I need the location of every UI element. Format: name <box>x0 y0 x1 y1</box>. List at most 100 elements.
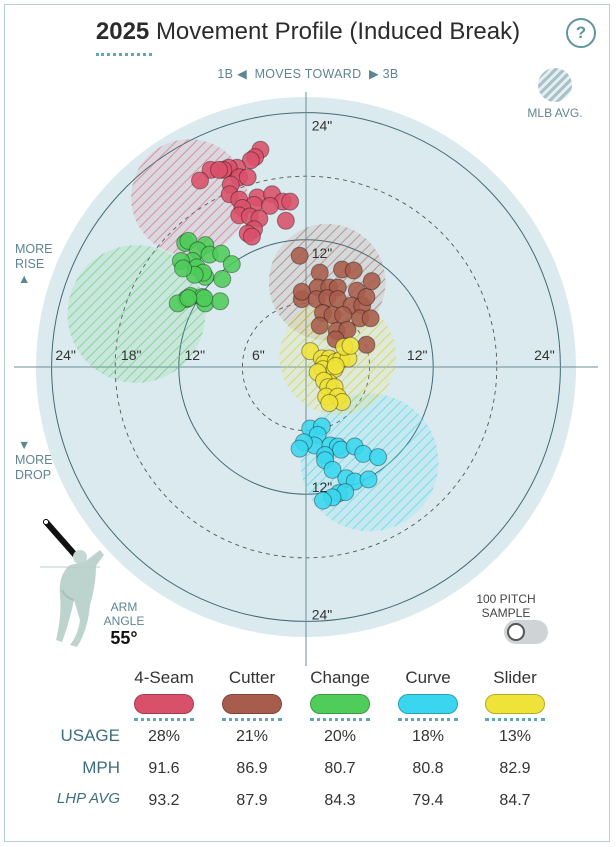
ring-label-top-24: 24" <box>312 118 333 134</box>
usage-cell-change: 20% <box>323 728 357 745</box>
pitch-point-slider[interactable] <box>326 356 345 375</box>
lhp-avg-cell-change: 84.3 <box>324 792 356 809</box>
pitch-point-curve[interactable] <box>369 448 388 467</box>
pitch-point-curve[interactable] <box>323 460 342 479</box>
pitch-point-change[interactable] <box>213 270 232 289</box>
pitch-point-4-seam[interactable] <box>276 211 295 230</box>
mlb-avg-legend: MLB AVG. <box>522 68 588 120</box>
more-rise-line2: RISE <box>15 257 45 271</box>
direction-label: 1B ◀ MOVES TOWARD ▶ 3B <box>0 66 616 81</box>
lhp-avg-row-label: LHP AVG <box>56 790 120 807</box>
pitch-point-change[interactable] <box>179 289 198 308</box>
mlb-avg-label: MLB AVG. <box>527 106 583 120</box>
usage-cell-curve: 18% <box>411 728 445 745</box>
mph-cell-4-seam: 91.6 <box>148 760 180 777</box>
down-arrow-icon: ▼ <box>18 438 31 452</box>
pitch-points <box>168 140 388 510</box>
pitch-point-curve[interactable] <box>359 470 378 489</box>
pitch-toggle-curve[interactable] <box>398 694 458 714</box>
title-year[interactable]: 2025 <box>95 18 150 45</box>
ring-label-bottom-24: 24" <box>312 606 333 622</box>
pitch-name-curve[interactable]: Curve <box>405 668 451 687</box>
series-cutter <box>290 246 381 354</box>
pitch-point-curve[interactable] <box>313 491 332 510</box>
ring-label-top-12: 12" <box>312 245 333 261</box>
pitch-point-change[interactable] <box>222 255 241 274</box>
usage-row-label: USAGE <box>60 726 120 745</box>
arm-angle-line1: ARM <box>110 600 138 614</box>
mph-cell-curve: 80.8 <box>412 760 444 777</box>
lhp-avg-cell-4-seam: 93.2 <box>148 792 180 809</box>
pitch-point-change[interactable] <box>195 289 214 308</box>
pitch-point-cutter[interactable] <box>334 306 353 325</box>
pitch-point-4-seam[interactable] <box>210 160 229 179</box>
pitch-point-cutter[interactable] <box>361 309 380 328</box>
title-text: Movement Profile (Induced Break) <box>155 18 521 45</box>
pitch-underline <box>134 718 194 721</box>
pitch-toggle-4-seam[interactable] <box>134 694 194 714</box>
pitch-underline <box>222 718 282 721</box>
pitch-point-curve[interactable] <box>354 444 373 463</box>
pitch-point-curve[interactable] <box>290 439 309 458</box>
usage-cell-4-seam: 28% <box>147 728 181 745</box>
ring-label-right-24: 24" <box>534 347 555 363</box>
arm-angle-value: 55° <box>110 628 138 648</box>
pitch-toggle-change[interactable] <box>310 694 370 714</box>
pitch-name-cutter[interactable]: Cutter <box>228 668 276 687</box>
mph-cell-change: 80.7 <box>324 760 356 777</box>
pitch-point-slider[interactable] <box>341 336 360 355</box>
pitch-toggle-cutter[interactable] <box>222 694 282 714</box>
mlb-avg-change <box>67 245 206 383</box>
sample-toggle[interactable] <box>504 620 548 644</box>
pitch-point-change[interactable] <box>212 244 231 263</box>
pitch-point-slider[interactable] <box>320 394 339 413</box>
pitch-point-cutter[interactable] <box>290 246 309 265</box>
ring-label-left-18: 18" <box>121 347 142 363</box>
more-rise-label: MORE RISE ▲ <box>15 242 53 287</box>
sample-label-line2: SAMPLE <box>481 606 531 620</box>
more-drop-line2: DROP <box>15 468 52 482</box>
lhp-avg-cell-slider: 84.7 <box>499 792 531 809</box>
ring-label-right-12: 12" <box>407 347 428 363</box>
right-arrow-icon: ▶ <box>368 67 379 81</box>
help-icon[interactable]: ? <box>566 18 596 48</box>
pitcher-silhouette-icon <box>40 519 104 647</box>
mlb-avg-swatch-icon <box>538 68 572 102</box>
pitch-point-cutter[interactable] <box>310 316 329 335</box>
pitch-point-4-seam[interactable] <box>191 171 209 190</box>
pitch-point-4-seam[interactable] <box>260 196 279 215</box>
more-drop-label: ▼ MORE DROP <box>15 438 53 483</box>
pitch-point-4-seam[interactable] <box>241 151 260 170</box>
mph-cell-cutter: 86.9 <box>236 760 268 777</box>
pitch-point-cutter[interactable] <box>357 335 376 354</box>
ring-label-left-24: 24" <box>55 347 76 363</box>
usage-cell-slider: 13% <box>498 728 532 745</box>
usage-cell-cutter: 21% <box>235 728 269 745</box>
pitch-name-change[interactable]: Change <box>310 668 370 687</box>
pitch-point-cutter[interactable] <box>344 261 363 280</box>
toggle-knob <box>507 623 525 641</box>
series-4-seam <box>191 140 300 246</box>
direction-3b: 3B <box>382 67 399 81</box>
lhp-avg-cell-curve: 79.4 <box>412 792 444 809</box>
pitch-underline <box>398 718 458 721</box>
pitch-point-cutter[interactable] <box>357 288 376 307</box>
pitch-name-slider[interactable]: Slider <box>493 668 537 687</box>
direction-text: MOVES TOWARD <box>254 67 362 81</box>
pitch-point-cutter[interactable] <box>292 282 311 301</box>
more-drop-line1: MORE <box>15 453 53 467</box>
pitch-point-4-seam[interactable] <box>238 168 257 187</box>
pitch-point-cutter[interactable] <box>362 272 381 291</box>
pitch-point-4-seam[interactable] <box>281 192 300 211</box>
pitch-toggle-slider[interactable] <box>485 694 545 714</box>
direction-1b: 1B <box>217 67 234 81</box>
pitch-point-change[interactable] <box>211 292 230 311</box>
pitch-point-4-seam[interactable] <box>242 227 261 246</box>
lhp-avg-cell-cutter: 87.9 <box>236 792 268 809</box>
page-title: 2025 Movement Profile (Induced Break) <box>0 18 616 46</box>
pitch-point-cutter[interactable] <box>310 263 329 282</box>
series-curve <box>290 417 388 510</box>
pitch-name-4-seam[interactable]: 4-Seam <box>134 668 194 687</box>
up-arrow-icon: ▲ <box>18 272 31 286</box>
pitch-point-change[interactable] <box>174 259 193 278</box>
